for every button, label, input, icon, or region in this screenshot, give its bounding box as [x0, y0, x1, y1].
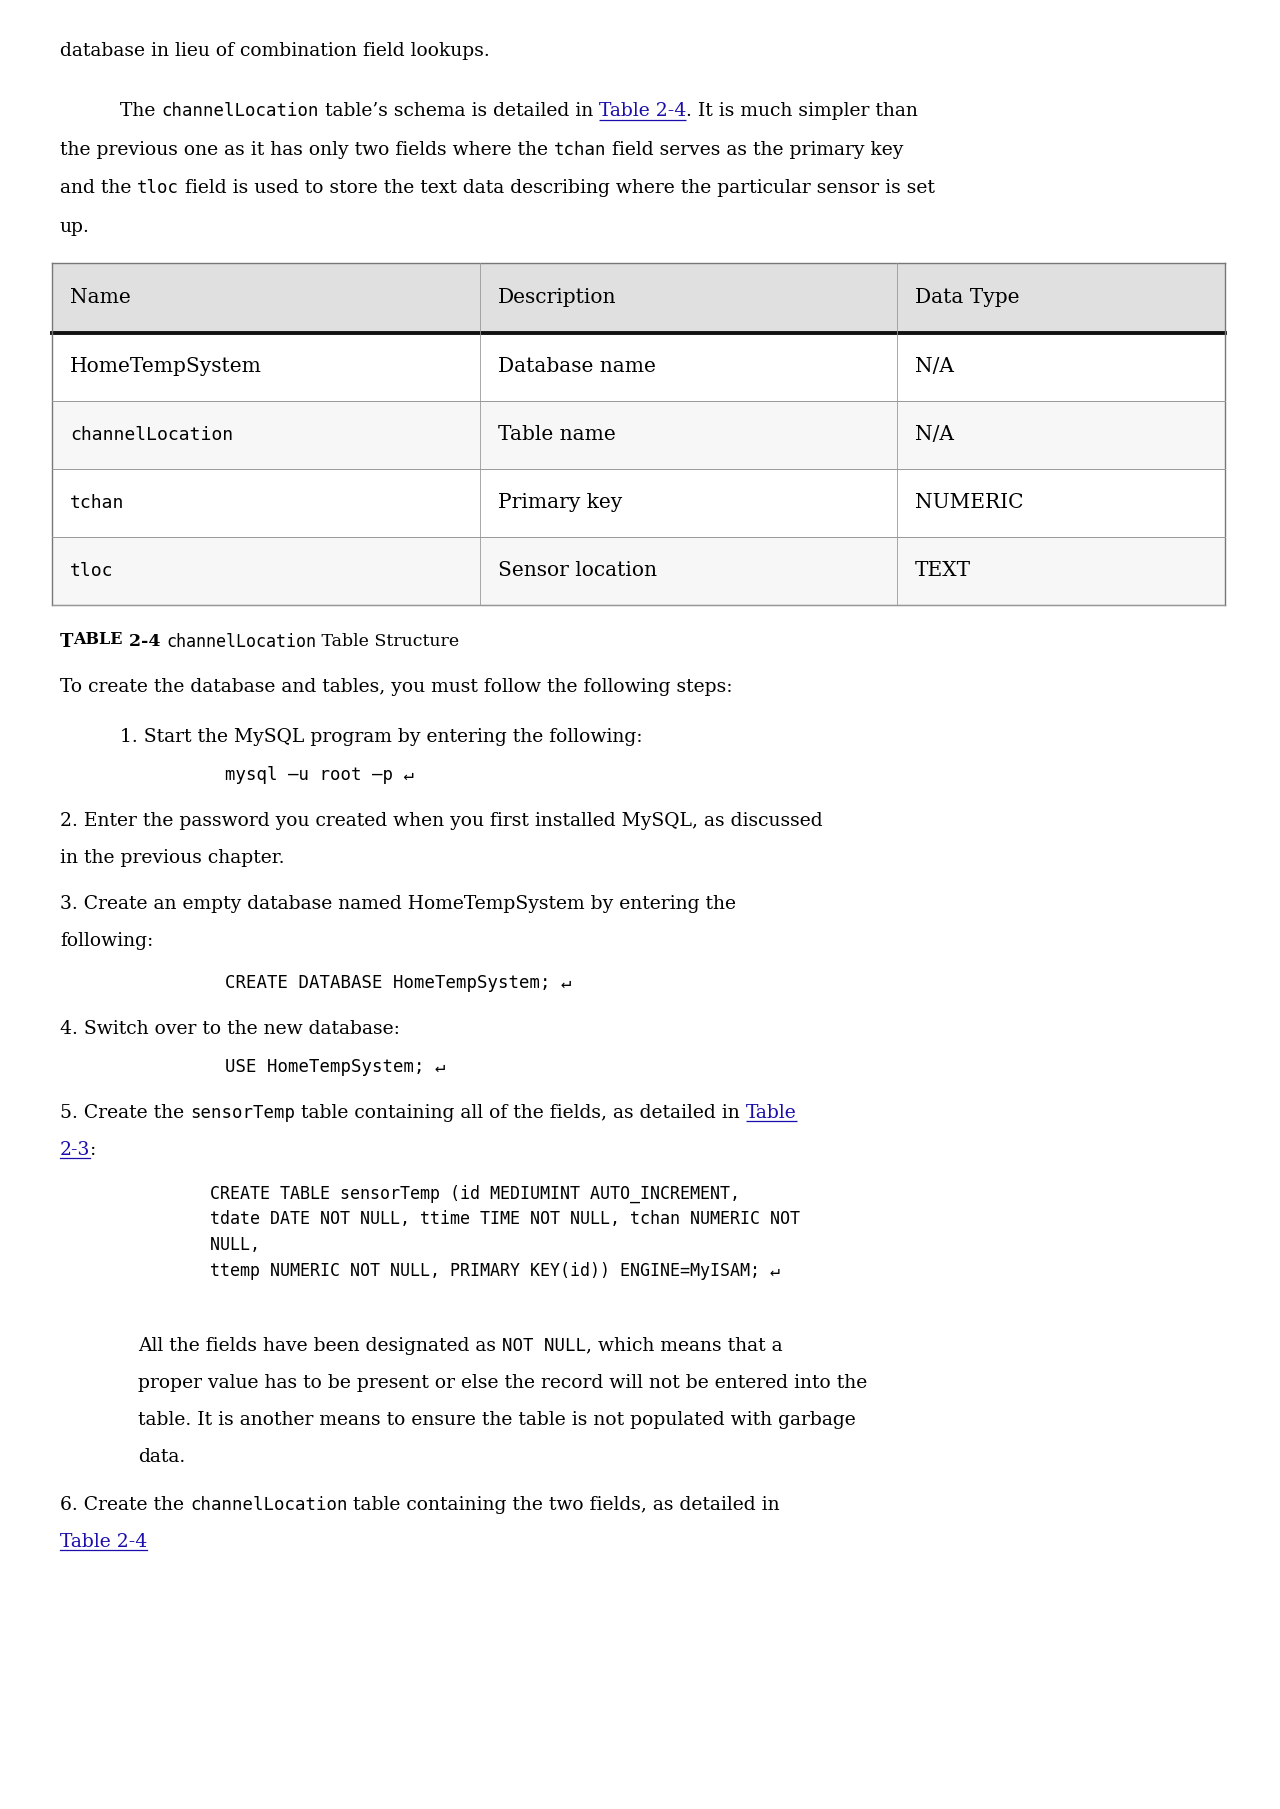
Bar — [52, 333, 1225, 400]
Text: 3. Create an empty database named HomeTempSystem by entering the: 3. Create an empty database named HomeTe… — [60, 894, 736, 912]
Text: N/A: N/A — [915, 356, 954, 376]
Text: T: T — [60, 633, 73, 651]
Text: All the fields have been designated as: All the fields have been designated as — [138, 1337, 502, 1355]
Text: 4. Switch over to the new database:: 4. Switch over to the new database: — [60, 1020, 399, 1038]
Bar — [52, 400, 1225, 469]
Text: sensorTemp: sensorTemp — [191, 1103, 296, 1122]
Text: data.: data. — [138, 1447, 186, 1465]
Text: NOT NULL: NOT NULL — [502, 1337, 586, 1355]
Text: Name: Name — [70, 288, 131, 308]
Text: The: The — [120, 101, 161, 119]
Text: database in lieu of combination field lookups.: database in lieu of combination field lo… — [60, 42, 490, 60]
Text: in the previous chapter.: in the previous chapter. — [60, 848, 284, 867]
Text: the previous one as it has only two fields where the: the previous one as it has only two fiel… — [60, 141, 554, 159]
Text: tloc: tloc — [70, 561, 114, 579]
Text: table containing all of the fields, as detailed in: table containing all of the fields, as d… — [296, 1103, 746, 1122]
Text: mysql –u root –p ↵: mysql –u root –p ↵ — [225, 765, 413, 783]
Text: field serves as the primary key: field serves as the primary key — [607, 141, 904, 159]
Text: tchan: tchan — [70, 494, 124, 512]
Text: Table 2-4: Table 2-4 — [60, 1532, 147, 1550]
Text: CREATE TABLE sensorTemp (id MEDIUMINT AUTO_INCREMENT,
        tdate DATE NOT NUL: CREATE TABLE sensorTemp (id MEDIUMINT AU… — [131, 1185, 800, 1279]
Text: Description: Description — [498, 288, 617, 308]
Text: Primary key: Primary key — [498, 494, 622, 512]
Text: channelLocation: channelLocation — [166, 633, 316, 651]
Text: 2-4: 2-4 — [123, 633, 166, 649]
Text: field is used to store the text data describing where the particular sensor is s: field is used to store the text data des… — [179, 179, 936, 197]
Text: . It is much simpler than: . It is much simpler than — [686, 101, 918, 119]
Text: Table 2-4: Table 2-4 — [599, 101, 686, 119]
Bar — [52, 537, 1225, 604]
Text: Data Type: Data Type — [915, 288, 1019, 308]
Text: HomeTempSystem: HomeTempSystem — [70, 356, 262, 376]
Bar — [52, 469, 1225, 537]
Text: CREATE DATABASE HomeTempSystem; ↵: CREATE DATABASE HomeTempSystem; ↵ — [225, 973, 571, 991]
Text: 5. Create the: 5. Create the — [60, 1103, 191, 1122]
Text: following:: following: — [60, 932, 154, 950]
Text: To create the database and tables, you must follow the following steps:: To create the database and tables, you m… — [60, 678, 732, 695]
Text: NUMERIC: NUMERIC — [915, 494, 1023, 512]
Text: Sensor location: Sensor location — [498, 561, 657, 581]
Text: Database name: Database name — [498, 356, 657, 376]
Text: :: : — [91, 1140, 96, 1158]
Text: tchan: tchan — [554, 141, 607, 159]
Text: table’s schema is detailed in: table’s schema is detailed in — [319, 101, 599, 119]
Text: tloc: tloc — [137, 179, 179, 197]
Text: table. It is another means to ensure the table is not populated with garbage: table. It is another means to ensure the… — [138, 1411, 856, 1429]
Text: N/A: N/A — [915, 425, 954, 443]
Text: 2-3: 2-3 — [60, 1140, 91, 1158]
Text: Table name: Table name — [498, 425, 616, 443]
Text: ABLE: ABLE — [73, 631, 123, 648]
Text: proper value has to be present or else the record will not be entered into the: proper value has to be present or else t… — [138, 1373, 868, 1391]
Text: USE HomeTempSystem; ↵: USE HomeTempSystem; ↵ — [225, 1058, 445, 1076]
Text: 2. Enter the password you created when you first installed MySQL, as discussed: 2. Enter the password you created when y… — [60, 812, 823, 830]
Text: up.: up. — [60, 217, 90, 235]
Text: table containing the two fields, as detailed in: table containing the two fields, as deta… — [347, 1496, 780, 1514]
Bar — [52, 262, 1225, 333]
Text: Table: Table — [746, 1103, 796, 1122]
Text: 1. Start the MySQL program by entering the following:: 1. Start the MySQL program by entering t… — [120, 727, 643, 745]
Text: , which means that a: , which means that a — [586, 1337, 782, 1355]
Text: 6. Create the: 6. Create the — [60, 1496, 189, 1514]
Text: TEXT: TEXT — [915, 561, 970, 581]
Text: channelLocation: channelLocation — [189, 1496, 347, 1514]
Text: Table Structure: Table Structure — [316, 633, 460, 649]
Text: channelLocation: channelLocation — [161, 101, 319, 119]
Text: and the: and the — [60, 179, 137, 197]
Text: channelLocation: channelLocation — [70, 425, 233, 443]
